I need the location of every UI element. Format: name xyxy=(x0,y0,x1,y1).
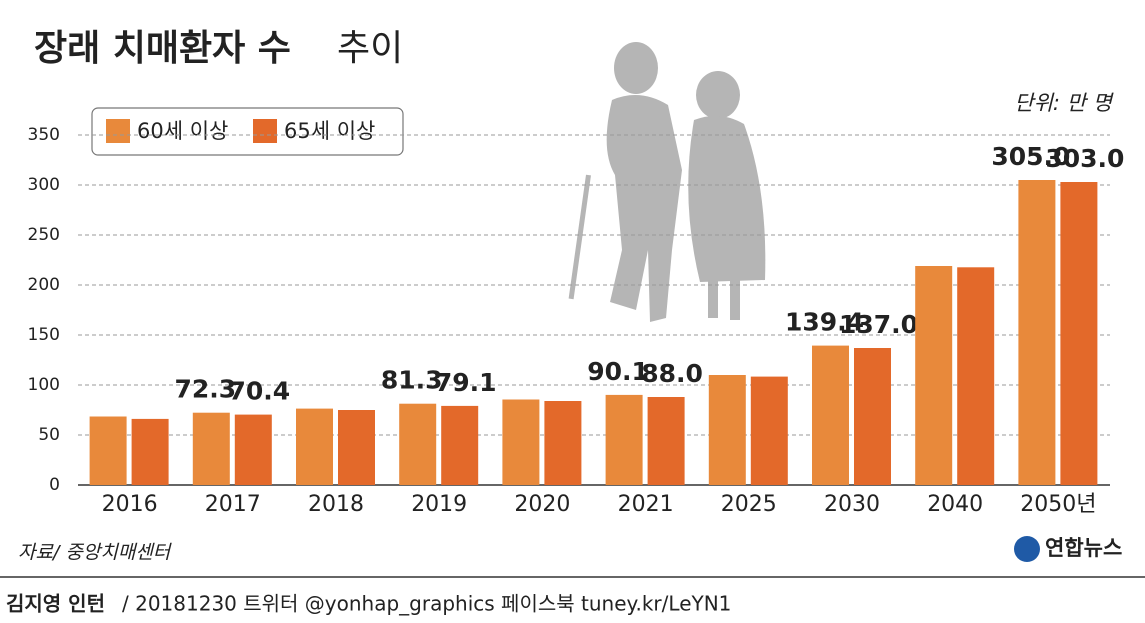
x-tick-label: 2030 xyxy=(824,492,880,517)
bar xyxy=(544,401,582,485)
bar xyxy=(192,412,230,485)
legend: 60세 이상 65세 이상 xyxy=(91,107,404,156)
bar xyxy=(957,267,995,485)
chart-title-suffix: 추이 xyxy=(337,28,403,69)
x-tick-label: 2017 xyxy=(205,492,261,517)
value-label: 303.0 xyxy=(1045,144,1124,173)
bar xyxy=(399,403,437,485)
legend-label: 65세 이상 xyxy=(284,119,375,143)
legend-box xyxy=(91,107,404,156)
logo: 연합뉴스 xyxy=(1014,536,1122,562)
value-label: 72.3 xyxy=(174,375,236,404)
bar xyxy=(502,399,540,485)
chart-title: 장래 치매환자 수 xyxy=(34,28,291,69)
y-tick-label: 250 xyxy=(28,225,60,245)
bar xyxy=(647,397,685,485)
x-tick-label: 2016 xyxy=(102,492,158,517)
bar xyxy=(89,416,127,485)
value-label: 79.1 xyxy=(435,368,497,397)
y-tick-label: 350 xyxy=(28,125,60,145)
bar xyxy=(131,418,169,485)
value-label: 88.0 xyxy=(641,359,703,388)
bar xyxy=(338,410,375,485)
legend-swatch xyxy=(253,119,277,143)
legend-swatch xyxy=(106,119,130,143)
bar xyxy=(296,408,333,485)
bar xyxy=(750,376,788,485)
x-tick-label: 2040 xyxy=(927,492,983,517)
y-tick-label: 0 xyxy=(49,475,60,495)
x-tick-label: 2018 xyxy=(308,492,364,517)
x-tick-label: 2019 xyxy=(411,492,467,517)
x-tick-label: 2021 xyxy=(618,492,674,517)
y-tick-label: 50 xyxy=(38,425,60,445)
logo-mark xyxy=(1014,536,1040,562)
y-tick-label: 300 xyxy=(28,175,60,195)
legend-label: 60세 이상 xyxy=(137,119,228,143)
bar xyxy=(1018,180,1056,485)
value-label: 305.0 xyxy=(991,142,1070,171)
bar xyxy=(605,394,643,485)
x-tick-label: 2025 xyxy=(721,492,777,517)
bar xyxy=(234,414,272,485)
value-label: 70.4 xyxy=(228,377,290,406)
bar xyxy=(1060,182,1098,485)
value-label: 139.4 xyxy=(785,308,864,337)
source: 자료/ 중앙치매센터 xyxy=(18,542,173,564)
x-tick-label: 2020 xyxy=(514,492,570,517)
bar xyxy=(812,345,849,485)
bar xyxy=(441,405,479,485)
x-tick-label: 2050년 xyxy=(1020,492,1096,517)
value-label: 137.0 xyxy=(839,310,918,339)
bar xyxy=(854,348,891,485)
logo-text: 연합뉴스 xyxy=(1045,536,1122,560)
y-tick-label: 200 xyxy=(28,275,60,295)
bar xyxy=(708,375,746,485)
value-label: 90.1 xyxy=(587,357,649,386)
unit-note: 단위: 만 명 xyxy=(1014,91,1114,115)
footer-text: / 20181230 트위터 @yonhap_graphics 페이스북 tun… xyxy=(122,592,731,616)
value-label: 81.3 xyxy=(381,366,443,395)
silhouette xyxy=(568,42,766,322)
y-tick-label: 150 xyxy=(28,325,60,345)
y-tick-label: 100 xyxy=(28,375,60,395)
bar xyxy=(915,266,953,485)
footer-author: 김지영 인턴 xyxy=(6,592,105,616)
